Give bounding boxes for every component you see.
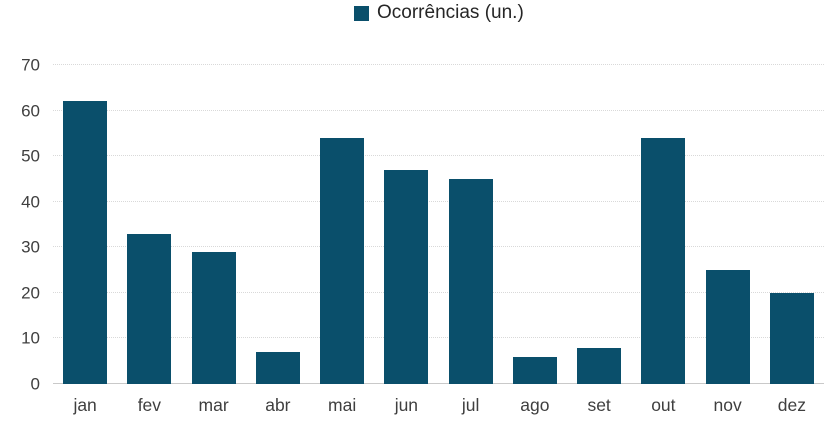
bar-slot-set <box>567 65 631 384</box>
bar-jul <box>448 178 493 384</box>
y-tick-label-50: 50 <box>21 146 40 166</box>
bar-jan <box>63 101 108 384</box>
x-tick-label-nov: nov <box>713 395 742 415</box>
x-tick-label-fev: fev <box>137 395 162 415</box>
bar-dez <box>769 292 814 384</box>
bar-nov <box>705 270 750 384</box>
bar-ago <box>512 356 557 384</box>
bar-mai <box>320 137 365 384</box>
y-tick-label-20: 20 <box>21 283 40 303</box>
bar-fev <box>127 233 172 384</box>
bar-slot-fev <box>117 65 181 384</box>
x-tick-label-ago: ago <box>520 395 550 415</box>
x-tick-label-jun: jun <box>394 395 419 415</box>
plot-area <box>53 64 824 384</box>
x-tick-label-dez: dez <box>777 395 806 415</box>
x-tick-label-jan: jan <box>73 395 97 415</box>
y-tick-label-10: 10 <box>21 328 40 348</box>
bar-set <box>577 347 622 384</box>
x-tick-label-mar: mar <box>198 395 229 415</box>
y-tick-label-0: 0 <box>30 374 40 394</box>
x-tick-label-out: out <box>651 395 676 415</box>
y-tick-label-30: 30 <box>21 237 40 257</box>
x-tick-label-set: set <box>587 395 611 415</box>
bar-slot-jul <box>439 65 503 384</box>
x-axis: jan fev mar abr mai jun jul ago set out nov dez <box>53 395 824 415</box>
bar-mar <box>191 251 236 384</box>
bar-jun <box>384 169 429 384</box>
bar-abr <box>255 352 300 384</box>
bar-slot-nov <box>696 65 760 384</box>
bar-slot-ago <box>503 65 567 384</box>
gridline-50 <box>53 155 824 157</box>
bar-slot-jun <box>374 65 438 384</box>
bar-slot-jan <box>53 65 117 384</box>
bars-row <box>53 65 824 384</box>
legend: Ocorrências (un.) <box>354 2 524 24</box>
x-tick-label-abr: abr <box>265 395 291 415</box>
bar-slot-dez <box>760 65 824 384</box>
y-tick-label-60: 60 <box>21 101 40 121</box>
bar-slot-mai <box>310 65 374 384</box>
legend-swatch-icon <box>354 5 369 21</box>
bar-slot-mar <box>182 65 246 384</box>
bar-slot-abr <box>246 65 310 384</box>
legend-label: Ocorrências (un.) <box>377 2 524 23</box>
gridline-20 <box>53 291 824 293</box>
gridline-70 <box>53 64 824 65</box>
x-tick-label-mai: mai <box>328 395 357 415</box>
gridline-10 <box>53 337 824 339</box>
x-tick-label-jul: jul <box>461 395 480 415</box>
y-tick-label-70: 70 <box>21 55 40 75</box>
y-tick-label-40: 40 <box>21 192 40 212</box>
bar-slot-out <box>631 65 695 384</box>
gridline-0 <box>53 383 824 384</box>
gridline-40 <box>53 200 824 202</box>
gridline-60 <box>53 109 824 111</box>
gridline-30 <box>53 246 824 248</box>
bar-out <box>641 137 686 384</box>
y-axis: 0 10 20 30 40 50 60 70 <box>0 57 40 393</box>
